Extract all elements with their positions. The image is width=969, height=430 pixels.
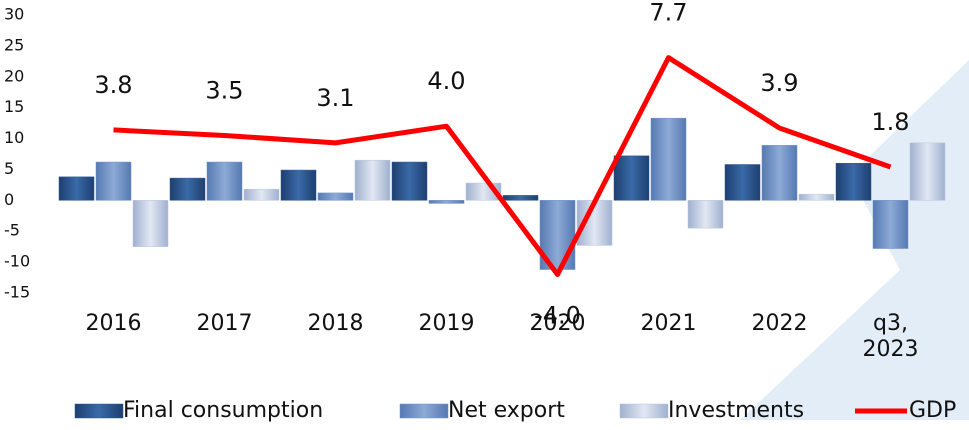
data-label: 3.9 <box>760 69 798 97</box>
watermark <box>740 60 969 420</box>
legend-swatch <box>399 403 449 419</box>
legend-label: Final consumption <box>123 398 324 423</box>
bar <box>761 145 798 201</box>
bar <box>687 200 724 229</box>
y-tick-label: 15 <box>4 97 24 116</box>
bar <box>243 188 280 201</box>
y-tick-label: 10 <box>4 128 24 147</box>
bar <box>95 161 132 201</box>
line <box>113 55 892 277</box>
y-tick-label: 25 <box>4 35 24 54</box>
bar <box>169 177 206 201</box>
data-label: -4.0 <box>534 301 581 329</box>
x-tick-label: 2016 <box>85 311 142 336</box>
x-tick-label: 2020 <box>529 311 586 336</box>
bar <box>613 155 650 201</box>
y-tick-label: 5 <box>4 159 14 178</box>
x-tick-label: q3, 2023 <box>862 311 919 362</box>
data-label: 3.1 <box>316 84 354 112</box>
y-tick-label: 20 <box>4 66 24 85</box>
bar <box>798 193 835 201</box>
bar <box>909 142 946 201</box>
y-tick-label: -15 <box>4 283 30 302</box>
y-tick-label: -5 <box>4 221 20 240</box>
x-tick-label: 2019 <box>418 311 475 336</box>
legend-label: GDP <box>909 398 957 423</box>
data-label: 3.8 <box>94 71 132 99</box>
bar <box>650 117 687 201</box>
bar <box>132 200 169 247</box>
legend-swatch <box>74 403 124 419</box>
legend-swatch <box>619 403 669 419</box>
bar <box>502 195 539 201</box>
y-tick-label: 0 <box>4 190 14 209</box>
bar <box>58 176 95 201</box>
y-tick-label: 30 <box>4 5 24 24</box>
data-label: 7.7 <box>649 0 687 27</box>
x-tick-label: 2021 <box>640 311 697 336</box>
bar <box>280 169 317 201</box>
legend-label: Investments <box>668 398 805 423</box>
x-tick-label: 2017 <box>196 311 253 336</box>
bar <box>724 164 761 201</box>
y-tick-label: -10 <box>4 252 30 271</box>
data-label: 1.8 <box>871 108 909 136</box>
bar <box>835 163 872 201</box>
legend-label: Net export <box>448 398 565 423</box>
bar <box>428 200 465 204</box>
bar <box>354 159 391 201</box>
bar <box>872 200 909 249</box>
data-label: 3.5 <box>205 76 243 104</box>
bar <box>391 161 428 201</box>
bar <box>206 161 243 201</box>
x-tick-label: 2022 <box>751 311 808 336</box>
bar <box>317 192 354 201</box>
x-tick-label: 2018 <box>307 311 364 336</box>
data-label: 4.0 <box>427 67 465 95</box>
